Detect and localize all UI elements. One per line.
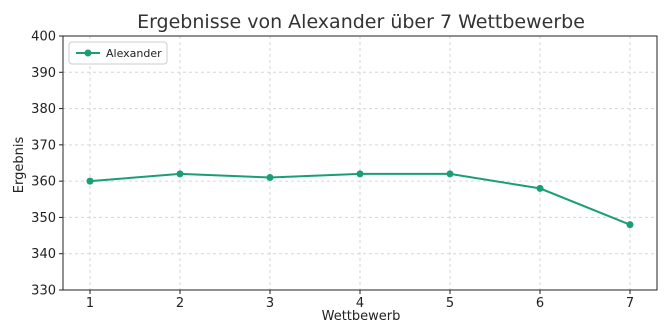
x-axis-label: Wettbewerb [322, 309, 401, 324]
y-tick-label: 390 [31, 66, 56, 81]
y-tick-label: 360 [31, 175, 56, 190]
grid-layer [63, 35, 657, 291]
x-tick-label: 7 [626, 296, 634, 311]
y-tick-label: 330 [31, 284, 56, 299]
data-point [626, 221, 634, 229]
legend-swatch-marker [84, 49, 92, 57]
legend: Alexander [68, 41, 168, 65]
x-axis-ticks: 1 2 3 4 5 6 7 [86, 290, 634, 311]
chart-title: Ergebnisse von Alexander über 7 Wettbewe… [137, 11, 585, 33]
data-point [536, 184, 544, 192]
y-tick-label: 340 [31, 247, 56, 262]
y-tick-label: 350 [31, 211, 56, 226]
legend-box [68, 41, 168, 65]
x-tick-label: 5 [446, 296, 454, 311]
data-point [176, 170, 184, 178]
data-point [446, 170, 454, 178]
x-tick-label: 6 [536, 296, 544, 311]
data-point [356, 170, 364, 178]
x-tick-label: 2 [176, 296, 184, 311]
x-tick-label: 1 [86, 296, 94, 311]
data-point [86, 177, 94, 185]
y-tick-label: 370 [31, 138, 56, 153]
x-tick-label: 4 [356, 296, 364, 311]
y-tick-label: 400 [31, 30, 56, 45]
y-axis-ticks: 330 340 350 360 370 380 390 400 [31, 30, 63, 299]
data-point [266, 174, 274, 182]
y-tick-label: 380 [31, 102, 56, 117]
legend-entry-label: Alexander [106, 47, 162, 60]
y-axis-label: Ergebnis [12, 137, 27, 194]
x-tick-label: 3 [266, 296, 274, 311]
series-layer [86, 170, 634, 229]
